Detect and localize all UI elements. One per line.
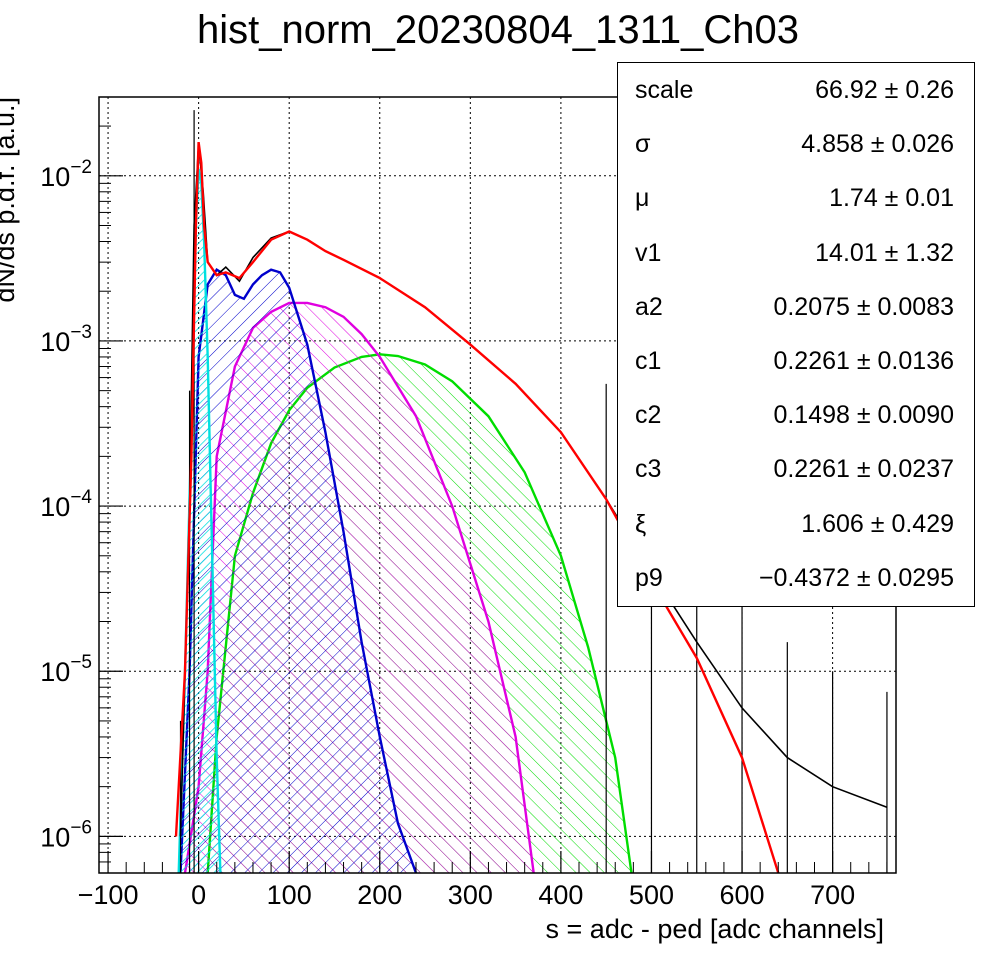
fit-stats-box: scale 66.92 ± 0.26 σ 4.858 ± 0.026 μ 1.74 ± 0… bbox=[617, 62, 975, 607]
stat-name: ξ bbox=[635, 509, 647, 538]
stat-name: c3 bbox=[635, 455, 662, 484]
stat-value: −0.4372 ± 0.0295 bbox=[758, 563, 954, 592]
stat-value: 4.858 ± 0.026 bbox=[801, 130, 954, 159]
stat-row: c3 0.2261 ± 0.0237 bbox=[618, 442, 974, 496]
stat-value: 0.2075 ± 0.0083 bbox=[773, 292, 954, 321]
x-tick-label: 100 bbox=[267, 880, 312, 910]
x-tick-label: 200 bbox=[357, 880, 402, 910]
component-curve bbox=[179, 268, 418, 873]
stat-value: 0.2261 ± 0.0237 bbox=[773, 455, 954, 484]
stat-row: a2 0.2075 ± 0.0083 bbox=[618, 280, 974, 334]
stat-value: 0.2261 ± 0.0136 bbox=[773, 347, 954, 375]
stat-row: ξ 1.606 ± 0.429 bbox=[618, 497, 974, 551]
stat-name: v1 bbox=[635, 238, 662, 267]
x-tick-label: 0 bbox=[191, 880, 206, 910]
stat-value: 1.74 ± 0.01 bbox=[829, 184, 954, 213]
stat-name: c2 bbox=[635, 401, 662, 430]
y-tick-label: 10−5 bbox=[40, 652, 92, 687]
total-fit-curve bbox=[174, 141, 780, 873]
stat-row: μ 1.74 ± 0.01 bbox=[618, 171, 974, 225]
stat-name: p9 bbox=[635, 563, 663, 592]
stat-value: 0.1498 ± 0.0090 bbox=[773, 401, 954, 430]
y-axis-label: dN/ds p.d.f. [a.u.] bbox=[0, 97, 20, 303]
y-tick-label: 10−3 bbox=[40, 322, 92, 357]
component-fill bbox=[180, 269, 416, 873]
x-tick-label: 600 bbox=[720, 880, 765, 910]
y-tick-label: 10−2 bbox=[40, 157, 92, 192]
chart-title: hist_norm_20230804_1311_Ch03 bbox=[197, 8, 799, 52]
series-layer bbox=[174, 110, 888, 873]
stat-name: a2 bbox=[635, 292, 663, 321]
x-tick-label: 700 bbox=[810, 880, 855, 910]
stat-row: c2 0.1498 ± 0.0090 bbox=[618, 388, 974, 442]
stat-row: c1 0.2261 ± 0.0136 bbox=[618, 334, 974, 388]
stat-row: scale 66.92 ± 0.26 bbox=[618, 63, 974, 117]
axes: −100 0 100 200 300 400 500 600 700 10−6 10−5 10−4 10… bbox=[40, 96, 888, 910]
stat-row: v1 14.01 ± 1.32 bbox=[618, 226, 974, 280]
stat-value: 14.01 ± 1.32 bbox=[815, 238, 954, 267]
stat-name: σ bbox=[635, 130, 651, 159]
x-tick-label: 300 bbox=[448, 880, 493, 910]
x-tick-label: 500 bbox=[629, 880, 674, 910]
y-tick-label: 10−4 bbox=[40, 487, 92, 522]
x-tick-label: 400 bbox=[538, 880, 583, 910]
stat-row: σ 4.858 ± 0.026 bbox=[618, 117, 974, 171]
x-axis-label: s = adc - ped [adc channels] bbox=[546, 914, 884, 944]
stat-row: p9 −0.4372 ± 0.0295 bbox=[618, 551, 974, 605]
stat-value: 1.606 ± 0.429 bbox=[801, 509, 954, 538]
x-tick-label: −100 bbox=[78, 880, 139, 910]
stat-name: c1 bbox=[635, 347, 662, 375]
y-tick-label: 10−6 bbox=[40, 817, 92, 852]
stat-name: μ bbox=[635, 184, 650, 213]
stat-value: 66.92 ± 0.26 bbox=[815, 76, 954, 104]
stat-name: scale bbox=[635, 76, 694, 104]
